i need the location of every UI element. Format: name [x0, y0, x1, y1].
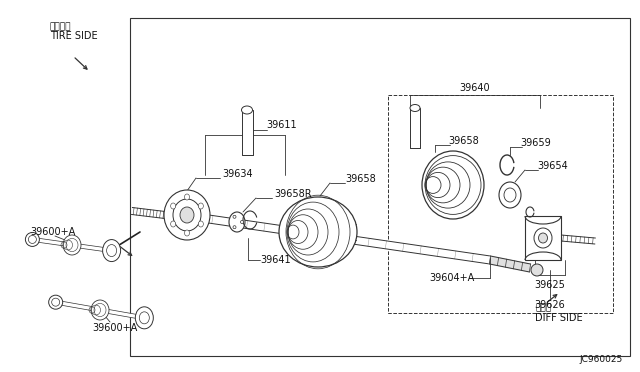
Text: DIFF SIDE: DIFF SIDE [535, 313, 582, 323]
Text: 39659: 39659 [520, 138, 552, 148]
Text: 39641: 39641 [260, 255, 291, 265]
Ellipse shape [229, 212, 245, 232]
Text: タイヤ側: タイヤ側 [50, 22, 72, 32]
Polygon shape [55, 300, 145, 320]
Text: 39634: 39634 [223, 169, 253, 179]
Ellipse shape [198, 221, 204, 227]
Bar [388, 95, 613, 313]
Ellipse shape [107, 244, 116, 257]
Ellipse shape [410, 105, 420, 112]
Ellipse shape [198, 203, 204, 209]
Ellipse shape [499, 182, 521, 208]
Bar [241, 110, 253, 155]
Text: TIRE SIDE: TIRE SIDE [50, 31, 98, 41]
Text: 39658: 39658 [449, 136, 479, 146]
Ellipse shape [171, 203, 175, 209]
Text: 39658R: 39658R [274, 189, 312, 199]
Circle shape [233, 226, 236, 229]
Circle shape [28, 235, 36, 243]
Ellipse shape [140, 312, 149, 324]
Circle shape [241, 221, 243, 224]
Text: 39654: 39654 [538, 161, 568, 171]
Ellipse shape [534, 228, 552, 248]
Circle shape [52, 298, 60, 306]
Ellipse shape [184, 230, 189, 236]
Text: 39626: 39626 [534, 300, 565, 310]
Bar [410, 108, 420, 148]
Polygon shape [490, 256, 531, 272]
Ellipse shape [63, 235, 81, 255]
Ellipse shape [184, 194, 189, 200]
Text: 39604+A: 39604+A [429, 273, 475, 283]
Circle shape [26, 232, 40, 246]
Ellipse shape [164, 190, 210, 240]
Bar [525, 216, 561, 260]
Circle shape [233, 215, 236, 218]
Polygon shape [32, 237, 112, 253]
Ellipse shape [180, 207, 194, 223]
Ellipse shape [422, 151, 484, 219]
Text: デフ側: デフ側 [535, 304, 551, 312]
Text: 39658: 39658 [346, 174, 376, 184]
Text: 39611: 39611 [267, 120, 298, 130]
Ellipse shape [173, 199, 201, 231]
Ellipse shape [279, 197, 357, 267]
Circle shape [531, 264, 543, 276]
Text: 39625: 39625 [534, 280, 565, 290]
Ellipse shape [91, 300, 109, 320]
Text: 39600+A: 39600+A [30, 227, 76, 237]
Ellipse shape [504, 188, 516, 202]
Ellipse shape [171, 221, 175, 227]
Text: 39640: 39640 [460, 83, 490, 93]
Text: JC960025: JC960025 [580, 356, 623, 365]
Circle shape [49, 295, 63, 309]
Ellipse shape [102, 240, 120, 262]
Ellipse shape [241, 106, 253, 114]
Text: 39600+A: 39600+A [92, 323, 138, 333]
Polygon shape [195, 213, 491, 264]
Ellipse shape [538, 233, 547, 243]
Bar [130, 18, 630, 356]
Ellipse shape [135, 307, 154, 329]
